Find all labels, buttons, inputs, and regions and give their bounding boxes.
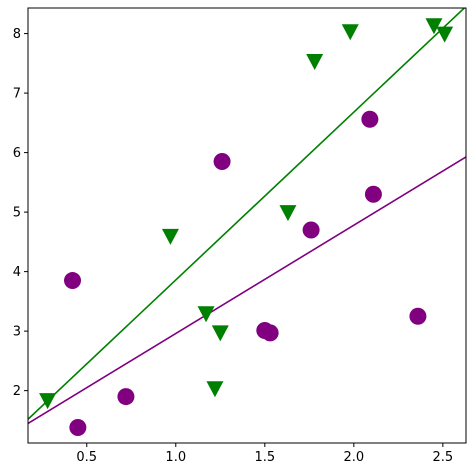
x-axis: 0.5 1.0 1.5 2.0 2.5 — [76, 443, 453, 465]
data-point-series-2-3 — [197, 306, 215, 323]
y-tick-label-1: 2 — [13, 384, 21, 399]
x-tick-label-2: 1.0 — [165, 450, 186, 465]
data-point-series-1-7 — [302, 221, 320, 239]
y-tick-label-3: 4 — [13, 265, 21, 280]
y-axis: 2 3 4 5 6 7 8 — [13, 27, 28, 399]
fit-lines — [28, 8, 466, 425]
data-point-series-2-7 — [306, 53, 324, 70]
data-point-series-2-2 — [161, 228, 179, 245]
data-point-series-1-10 — [409, 307, 427, 325]
data-point-series-2-6 — [279, 205, 297, 222]
data-point-series-2-1 — [39, 393, 57, 410]
fit-line-series-1 — [28, 156, 466, 425]
data-point-series-1-3 — [117, 388, 135, 406]
data-point-series-1-2 — [69, 419, 87, 437]
data-point-series-1-8 — [361, 110, 379, 128]
fit-line-series-2 — [28, 8, 466, 420]
y-tick-label-7: 8 — [13, 27, 21, 42]
plot-frame — [27, 7, 467, 444]
x-tick-label-3: 1.5 — [254, 450, 275, 465]
y-tick-label-2: 3 — [13, 325, 21, 340]
data-markers — [39, 18, 454, 437]
data-point-series-2-9 — [425, 18, 443, 35]
data-point-series-1-4 — [213, 153, 231, 171]
data-point-series-2-5 — [211, 325, 229, 342]
data-point-series-1-9 — [364, 185, 382, 203]
y-tick-label-4: 5 — [13, 206, 21, 221]
data-point-series-2-10 — [436, 26, 454, 43]
data-point-series-1-1 — [64, 272, 82, 290]
data-point-series-1-6 — [261, 324, 279, 342]
data-point-series-2-8 — [341, 24, 359, 41]
x-tick-label-1: 0.5 — [76, 450, 97, 465]
x-tick-label-5: 2.5 — [433, 450, 454, 465]
x-tick-label-4: 2.0 — [343, 450, 364, 465]
data-point-series-2-4 — [206, 381, 224, 398]
y-tick-label-5: 6 — [13, 146, 21, 161]
y-tick-label-6: 7 — [13, 87, 21, 102]
